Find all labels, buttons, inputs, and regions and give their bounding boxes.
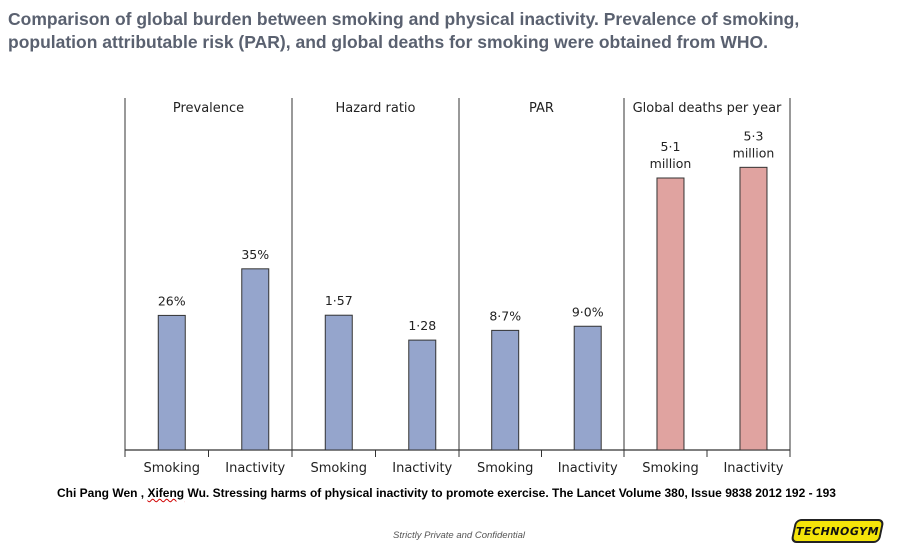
citation-authors: Chi Pang Wen ,: [57, 486, 148, 500]
bar-0-1: [241, 268, 270, 451]
value-label-0-0: 26%: [158, 293, 186, 308]
category-label-1-1: Inactivity: [392, 461, 452, 476]
panel-title-2: PAR: [529, 101, 554, 116]
bar-2-1: [573, 325, 602, 451]
value-label-3-0-0: 5·1: [661, 139, 681, 154]
category-label-3-0: Smoking: [642, 461, 699, 476]
technogym-logo: TECHNOGYM: [790, 519, 885, 543]
logo-text: TECHNOGYM: [794, 524, 881, 538]
citation-reference: Wu. Stressing harms of physical inactivi…: [184, 486, 836, 500]
value-label-1-1: 1·28: [408, 318, 436, 333]
bar-3-0: [656, 177, 685, 451]
slide-title: Comparison of global burden between smok…: [8, 8, 908, 54]
value-label-3-1-1: million: [733, 145, 775, 160]
value-label-2-1: 9·0%: [572, 304, 604, 319]
category-label-0-0: Smoking: [144, 461, 201, 476]
citation-author-underlined: Xifeng: [147, 486, 185, 500]
category-label-3-1: Inactivity: [723, 461, 783, 476]
value-label-3-0-1: million: [650, 156, 692, 171]
value-label-3-1-0: 5·3: [744, 128, 764, 143]
bar-1-1: [408, 339, 437, 451]
category-label-1-0: Smoking: [311, 461, 368, 476]
panel-title-0: Prevalence: [173, 101, 244, 116]
category-label-2-1: Inactivity: [558, 461, 618, 476]
slide-title-line-2: population attributable risk (PAR), and …: [8, 32, 769, 52]
bar-0-0: [157, 314, 186, 451]
panel-title-1: Hazard ratio: [335, 101, 415, 116]
category-label-2-0: Smoking: [477, 461, 534, 476]
bar-3-1: [739, 166, 768, 451]
panel-title-3: Global deaths per year: [633, 101, 782, 116]
confidentiality-footer: Strictly Private and Confidential: [393, 530, 526, 541]
bar-2-0: [491, 329, 520, 451]
value-label-1-0: 1·57: [325, 293, 353, 308]
value-label-0-1: 35%: [241, 247, 269, 262]
bar-1-0: [324, 314, 353, 451]
citation: Chi Pang Wen , Xifeng Wu. Stressing harm…: [57, 486, 836, 500]
slide-title-line-1: Comparison of global burden between smok…: [8, 9, 800, 29]
category-label-0-1: Inactivity: [225, 461, 285, 476]
value-label-2-0: 8·7%: [489, 308, 521, 323]
